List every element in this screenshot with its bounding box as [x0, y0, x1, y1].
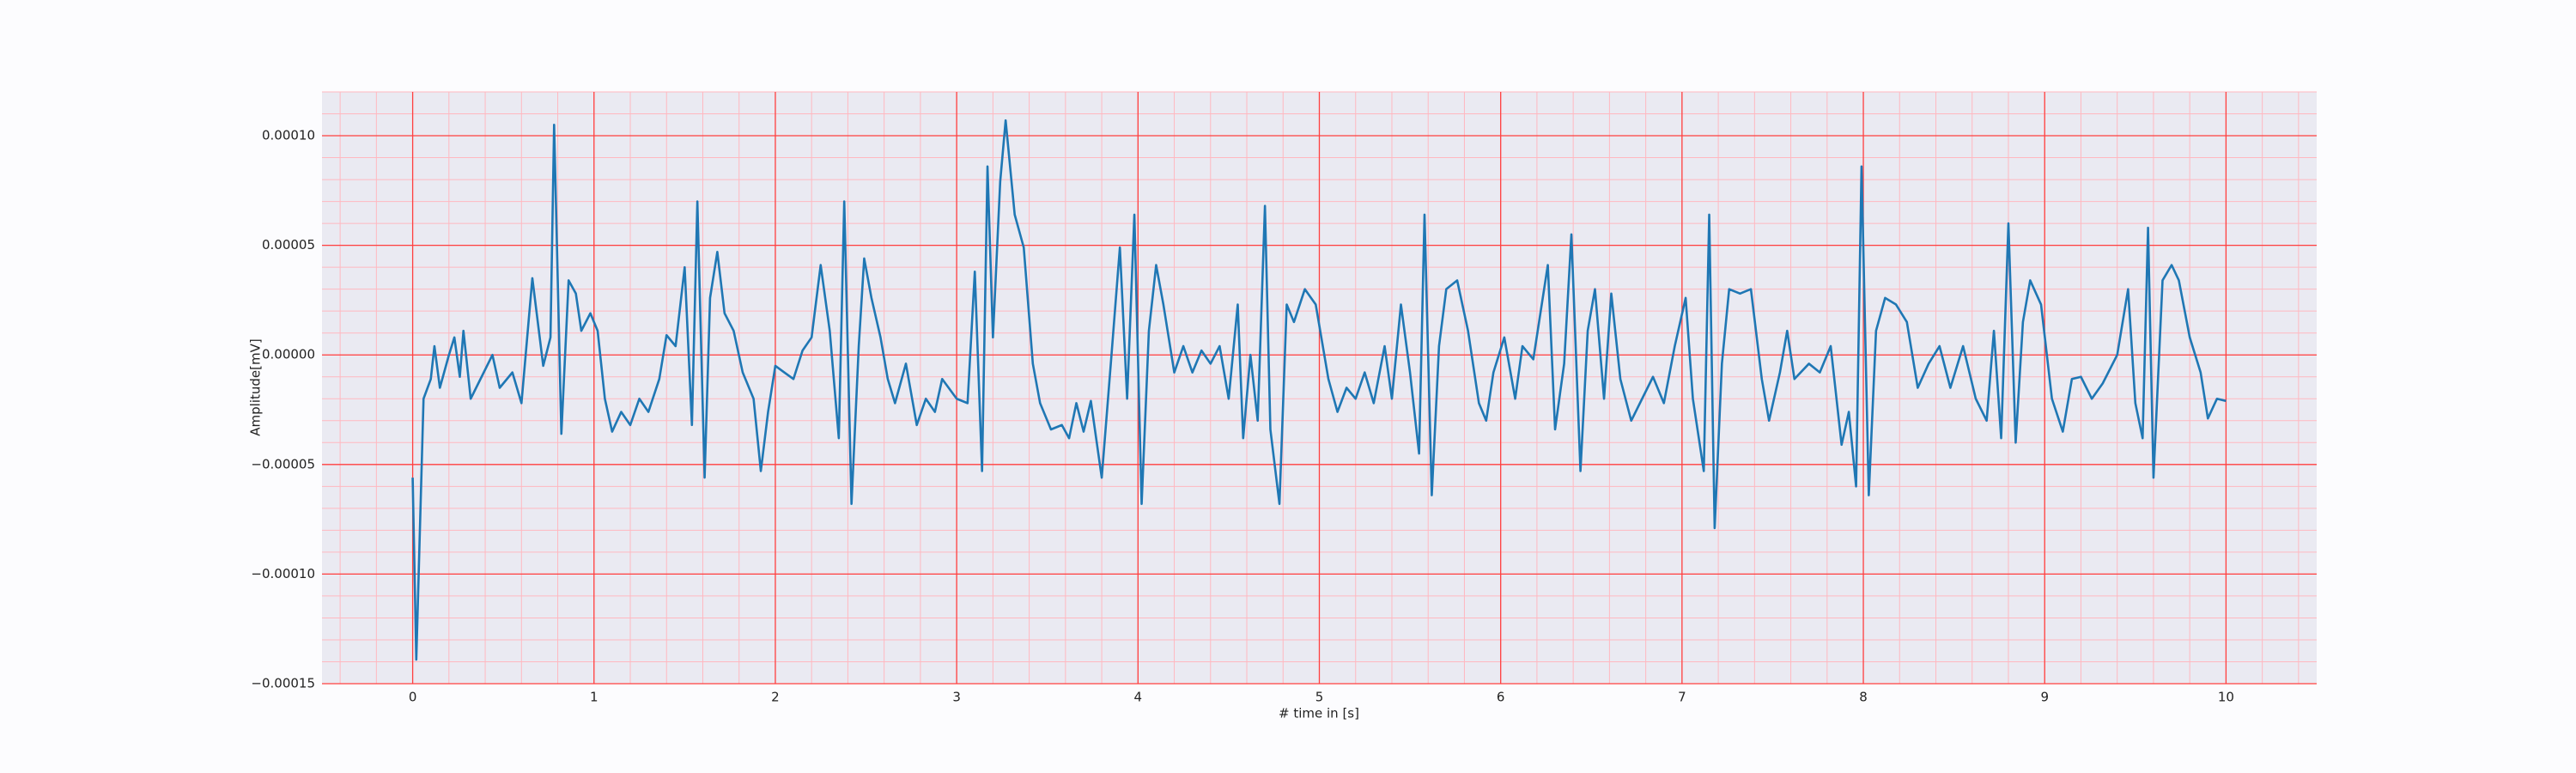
- y-tick-label: 0.00010: [262, 128, 315, 143]
- y-tick-label: 0.00005: [262, 237, 315, 253]
- x-tick-label: 2: [771, 690, 780, 705]
- x-tick-label: 8: [1859, 690, 1868, 705]
- x-tick-label: 4: [1134, 690, 1143, 705]
- x-axis-label: # time in [s]: [1279, 706, 1359, 721]
- x-tick-label: 10: [2218, 690, 2234, 705]
- x-tick-label: 6: [1497, 690, 1505, 705]
- x-tick-label: 0: [409, 690, 417, 705]
- x-tick-label: 9: [2040, 690, 2049, 705]
- x-tick-label: 7: [1678, 690, 1686, 705]
- y-tick-label: 0.00000: [262, 347, 315, 362]
- x-tick-label: 3: [952, 690, 961, 705]
- y-tick-label: −0.00005: [251, 456, 315, 472]
- y-tick-label: −0.00015: [251, 676, 315, 691]
- y-axis-label: Amplitude[mV]: [248, 338, 264, 435]
- y-tick-label: −0.00010: [251, 566, 315, 581]
- x-tick-label: 5: [1315, 690, 1324, 705]
- major-grid: [322, 92, 2317, 685]
- signal-line: [411, 119, 2227, 661]
- x-tick-label: 1: [590, 690, 598, 705]
